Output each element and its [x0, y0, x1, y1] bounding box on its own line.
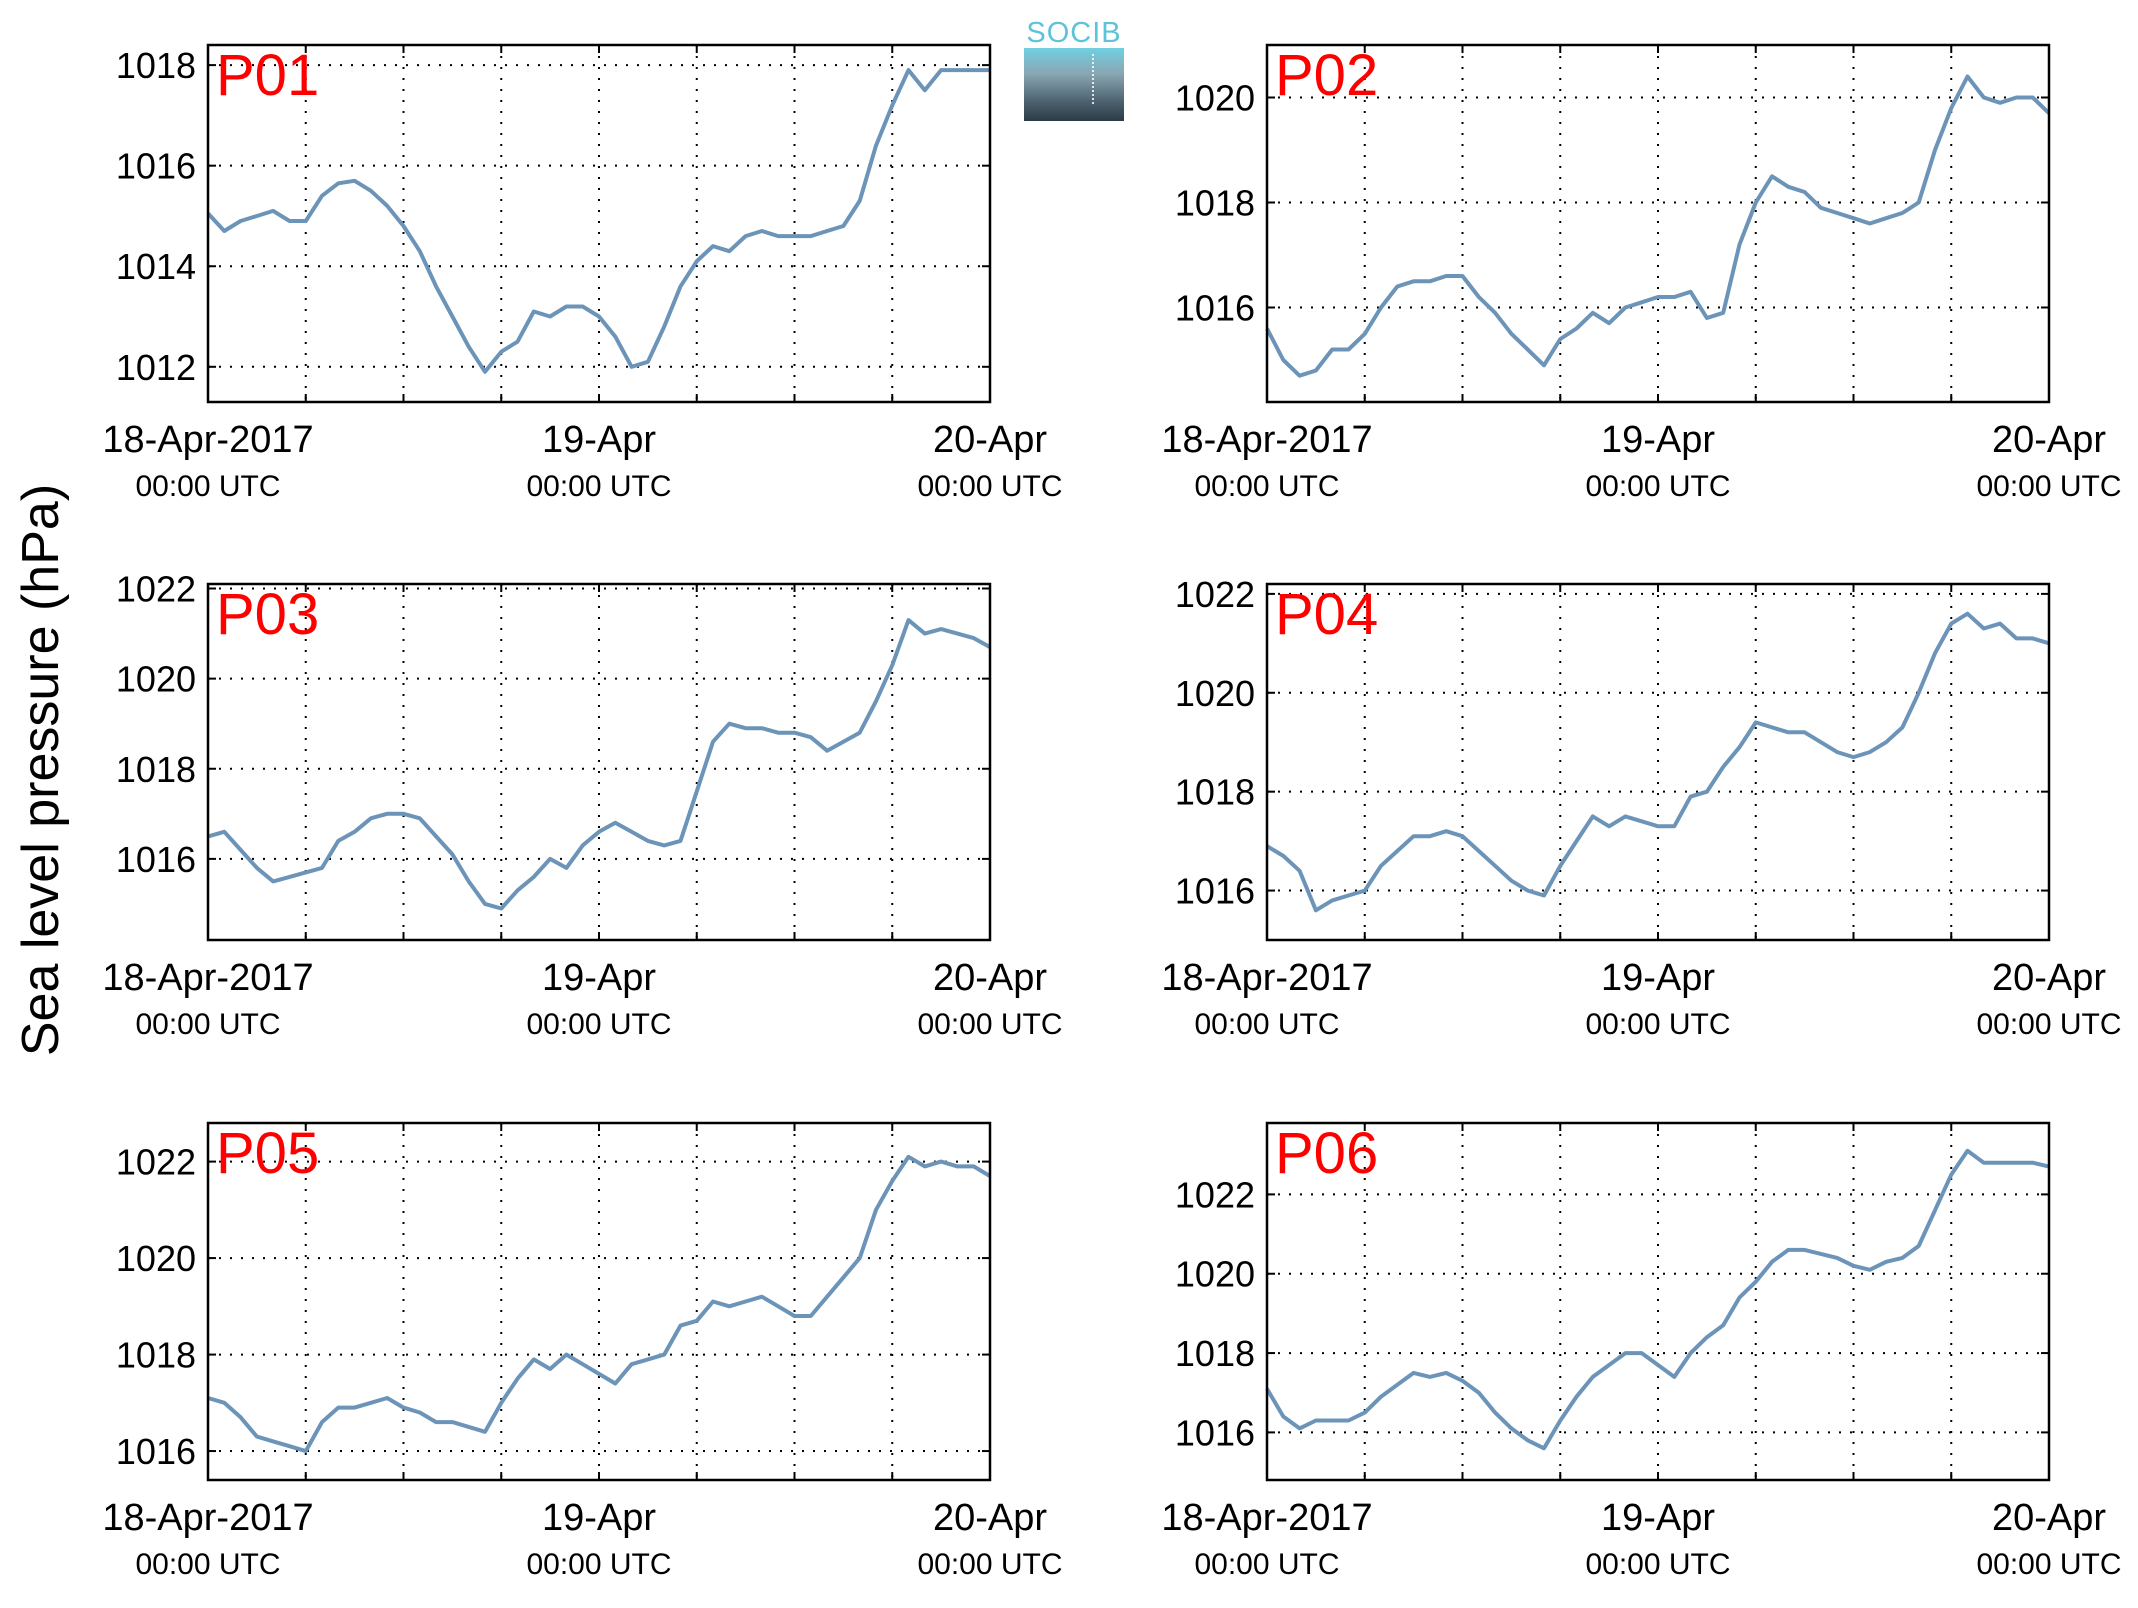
- x-tick-sublabel: 00:00 UTC: [526, 1008, 671, 1041]
- chart-panel-p04: 1016 1018 1020 1022 18-Apr-2017 00:00 UTC 19-A…: [1161, 574, 2121, 1041]
- y-tick-label: 1022: [116, 569, 196, 610]
- socib-logo: SOCIB: [1024, 18, 1124, 121]
- series-line-p01: [206, 68, 990, 374]
- axes-frame: [206, 582, 992, 942]
- x-tick-sublabel: 00:00 UTC: [1585, 1008, 1730, 1041]
- x-tick-label: 18-Apr-2017: [102, 957, 313, 999]
- y-tick-label: 1012: [116, 347, 196, 388]
- panels-container: 1012 1014 1016 1018 18-Apr-2017 00:00 UTC 19-A…: [102, 43, 2121, 1581]
- y-tick-label: 1014: [116, 246, 196, 287]
- y-tick-label: 1020: [1175, 78, 1255, 119]
- axes-frame: [1265, 1121, 2051, 1482]
- chart-panel-p05: 1016 1018 1020 1022 18-Apr-2017 00:00 UTC 19-A…: [102, 1121, 1062, 1581]
- x-tick-label: 20-Apr: [1992, 957, 2106, 999]
- panel-label: P01: [216, 43, 319, 108]
- x-tick-label: 18-Apr-2017: [1161, 419, 1372, 461]
- x-tick-label: 18-Apr-2017: [1161, 1497, 1372, 1539]
- x-tick-sublabel: 00:00 UTC: [135, 470, 280, 503]
- x-tick-label: 20-Apr: [933, 1497, 1047, 1539]
- y-tick-label: 1018: [116, 749, 196, 790]
- x-tick-sublabel: 00:00 UTC: [917, 1548, 1062, 1581]
- panel-label: P04: [1275, 582, 1378, 647]
- y-tick-label: 1016: [1175, 871, 1255, 912]
- y-tick-label: 1020: [116, 659, 196, 700]
- series-line-p02: [1265, 74, 2051, 378]
- x-tick-sublabel: 00:00 UTC: [1194, 470, 1339, 503]
- y-tick-label: 1018: [1175, 772, 1255, 813]
- series-line-p06: [1265, 1148, 2050, 1451]
- y-tick-label: 1020: [1175, 673, 1255, 714]
- y-tick-label: 1016: [116, 146, 196, 187]
- series-line-p05: [207, 1154, 992, 1454]
- y-tick-label: 1018: [1175, 1333, 1255, 1374]
- y-tick-label: 1022: [1175, 574, 1255, 615]
- x-tick-sublabel: 00:00 UTC: [1976, 470, 2121, 503]
- socib-logo-graphic: [1024, 48, 1124, 121]
- x-tick-sublabel: 00:00 UTC: [1194, 1548, 1339, 1581]
- y-tick-label: 1016: [1175, 288, 1255, 329]
- x-tick-sublabel: 00:00 UTC: [1585, 470, 1730, 503]
- y-tick-label: 1022: [116, 1142, 196, 1183]
- chart-panel-p06: 1016 1018 1020 1022 18-Apr-2017 00:00 UTC 19-A…: [1161, 1121, 2121, 1581]
- x-tick-label: 18-Apr-2017: [1161, 957, 1372, 999]
- axes-frame: [1265, 43, 2051, 404]
- x-tick-label: 19-Apr: [1601, 1497, 1715, 1539]
- x-tick-label: 20-Apr: [933, 419, 1047, 461]
- x-tick-label: 20-Apr: [1992, 419, 2106, 461]
- x-tick-label: 18-Apr-2017: [102, 1497, 313, 1539]
- x-tick-sublabel: 00:00 UTC: [526, 470, 671, 503]
- axes-frame: [206, 1121, 992, 1482]
- x-tick-label: 19-Apr: [542, 1497, 656, 1539]
- x-tick-label: 20-Apr: [1992, 1497, 2106, 1539]
- x-tick-sublabel: 00:00 UTC: [917, 470, 1062, 503]
- y-tick-label: 1022: [1175, 1174, 1255, 1215]
- series-line-p04: [1265, 611, 2050, 913]
- panel-label: P02: [1275, 43, 1378, 108]
- y-tick-label: 1018: [116, 45, 196, 86]
- chart-panel-p03: 1016 1018 1020 1022 18-Apr-2017 00:00 UTC 19-A…: [102, 569, 1062, 1041]
- x-tick-label: 19-Apr: [542, 957, 656, 999]
- socib-logo-text: SOCIB: [1026, 17, 1122, 49]
- x-tick-label: 20-Apr: [933, 957, 1047, 999]
- panel-label: P03: [216, 582, 319, 647]
- x-tick-sublabel: 00:00 UTC: [135, 1008, 280, 1041]
- x-tick-sublabel: 00:00 UTC: [1976, 1548, 2121, 1581]
- panel-label: P06: [1275, 1121, 1378, 1186]
- x-tick-label: 19-Apr: [1601, 419, 1715, 461]
- y-tick-label: 1020: [116, 1238, 196, 1279]
- y-tick-label: 1018: [1175, 183, 1255, 224]
- y-tick-label: 1016: [1175, 1412, 1255, 1453]
- x-tick-sublabel: 00:00 UTC: [917, 1008, 1062, 1041]
- x-tick-label: 19-Apr: [542, 419, 656, 461]
- panel-label: P05: [216, 1121, 319, 1186]
- x-tick-sublabel: 00:00 UTC: [1194, 1008, 1339, 1041]
- series-line-p03: [207, 618, 991, 911]
- chart-panel-p01: 1012 1014 1016 1018 18-Apr-2017 00:00 UTC 19-A…: [102, 43, 1062, 503]
- x-tick-label: 18-Apr-2017: [102, 419, 313, 461]
- y-tick-label: 1020: [1175, 1254, 1255, 1295]
- x-tick-sublabel: 00:00 UTC: [1585, 1548, 1730, 1581]
- y-tick-label: 1016: [116, 839, 196, 880]
- y-tick-label: 1016: [116, 1431, 196, 1472]
- y-tick-label: 1018: [116, 1335, 196, 1376]
- chart-panel-p02: 1016 1018 1020 18-Apr-2017 00:00 UTC 19-Apr 00…: [1161, 43, 2121, 503]
- x-tick-sublabel: 00:00 UTC: [526, 1548, 671, 1581]
- axes-frame: [206, 43, 992, 404]
- x-tick-sublabel: 00:00 UTC: [135, 1548, 280, 1581]
- y-axis-label: Sea level pressure (hPa): [12, 484, 70, 1056]
- x-tick-label: 19-Apr: [1601, 957, 1715, 999]
- axes-frame: [1265, 582, 2051, 942]
- x-tick-sublabel: 00:00 UTC: [1976, 1008, 2121, 1041]
